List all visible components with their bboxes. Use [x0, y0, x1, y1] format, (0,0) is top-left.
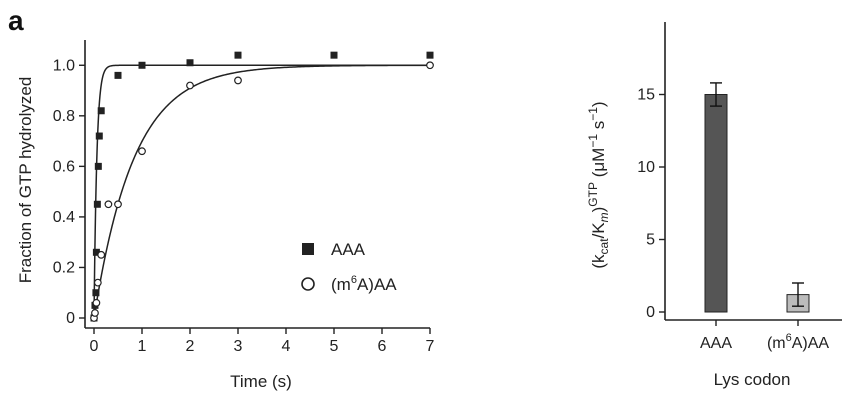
left-x-axis-label: Time (s)	[230, 372, 292, 391]
right-y-tick-label: 0	[646, 304, 655, 321]
left-x-tick-label: 2	[186, 338, 195, 355]
panel-label: a	[8, 5, 24, 36]
legend-marker-m6aaa	[301, 277, 315, 291]
data-point-aaa	[114, 71, 122, 79]
data-point-aaa	[97, 107, 105, 115]
data-point-m6aaa	[92, 298, 101, 307]
left-y-tick-label: 0	[66, 310, 75, 327]
left-x-tick-label: 6	[378, 338, 387, 355]
right-tick-label-m6aaa: (m6A)AA	[767, 332, 829, 352]
left-y-tick-label: 1.0	[53, 57, 75, 74]
right-chart: 0 5 10 15	[637, 22, 842, 326]
left-y-tick-label: 0.6	[53, 158, 75, 175]
left-y-tick-label: 0.8	[53, 108, 75, 125]
right-y-tick-label: 15	[637, 87, 655, 104]
data-point-m6aaa	[97, 250, 106, 259]
data-point-aaa	[92, 289, 100, 297]
data-point-m6aaa	[104, 200, 113, 209]
left-y-tick-label: 0.2	[53, 259, 75, 276]
data-point-aaa	[92, 248, 100, 256]
left-x-tick-label: 0	[90, 338, 99, 355]
bar-0	[704, 94, 728, 313]
data-point-aaa	[94, 162, 102, 170]
left-chart: 0 1 2 3 4 5 6 7 0 0.2 0.4 0.6 0.8 1.0	[53, 40, 435, 355]
left-x-tick-label: 5	[330, 338, 339, 355]
data-point-aaa	[138, 61, 146, 69]
data-point-m6aaa	[91, 309, 99, 317]
data-point-m6aaa	[114, 200, 122, 209]
legend: AAA (m6A)AA	[301, 240, 397, 294]
data-point-aaa	[93, 200, 101, 208]
data-point-m6aaa	[426, 61, 434, 70]
right-y-tick-label: 10	[637, 159, 655, 176]
right-y-axis-label: (kcat/Km)GTP (μM−1 s−1)	[586, 101, 611, 268]
data-point-aaa	[95, 132, 103, 140]
left-x-tick-label: 1	[138, 338, 147, 355]
left-y-tick-label: 0.4	[53, 209, 75, 226]
data-point-aaa	[330, 51, 338, 59]
data-point-m6aaa	[93, 278, 102, 287]
right-x-axis-label: Lys codon	[714, 370, 791, 389]
left-x-tick-label: 7	[426, 338, 435, 355]
right-tick-label-aaa: AAA	[700, 335, 732, 352]
legend-label-m6aaa: (m6A)AA	[331, 274, 397, 294]
left-x-tick-label: 4	[282, 338, 291, 355]
data-point-aaa	[426, 51, 434, 59]
legend-label-aaa: AAA	[331, 240, 366, 259]
left-x-tick-label: 3	[234, 338, 243, 355]
fit-curve-series-1	[93, 64, 430, 319]
data-point-aaa	[234, 51, 242, 59]
legend-marker-aaa	[302, 243, 314, 255]
right-y-tick-label: 5	[646, 232, 655, 249]
data-point-m6aaa	[186, 81, 194, 90]
data-point-m6aaa	[234, 76, 242, 85]
data-point-aaa	[186, 59, 194, 67]
left-y-axis-label: Fraction of GTP hydrolyzed	[16, 77, 35, 284]
data-point-m6aaa	[138, 147, 146, 156]
